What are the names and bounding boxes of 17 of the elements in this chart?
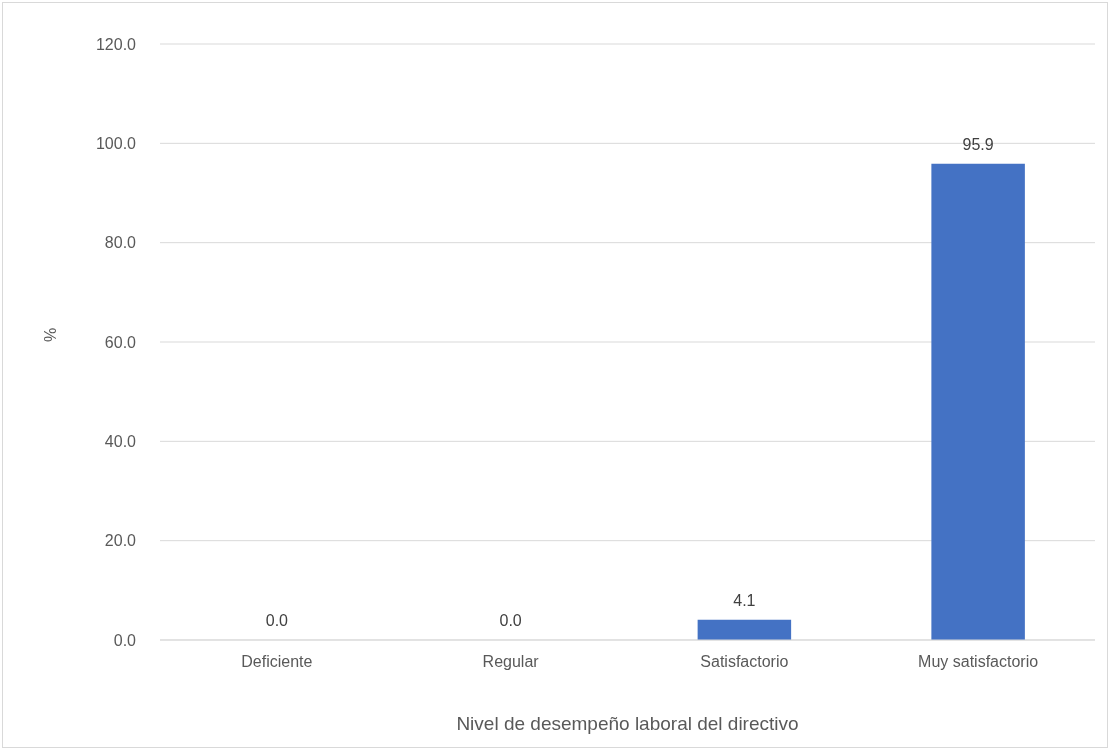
y-tick-label: 0.0 <box>113 631 137 649</box>
y-tick-label: 80.0 <box>104 234 137 252</box>
y-axis-title: % <box>41 327 59 342</box>
y-tick-label: 120.0 <box>95 35 137 53</box>
y-tick-label: 40.0 <box>104 433 137 451</box>
y-tick-label: 60.0 <box>104 333 137 351</box>
x-tick-label: Satisfactorio <box>700 653 789 671</box>
data-label: 0.0 <box>499 612 522 629</box>
data-label: 95.9 <box>962 135 994 153</box>
x-axis-title: Nivel de desempeño laboral del directivo <box>456 713 799 734</box>
x-tick-label: Regular <box>482 653 540 671</box>
x-tick-label: Deficiente <box>241 653 313 671</box>
x-tick-label: Muy satisfactorio <box>918 653 1039 671</box>
y-tick-label: 20.0 <box>104 532 137 550</box>
data-label: 0.0 <box>265 612 289 629</box>
y-tick-label: 100.0 <box>95 135 137 153</box>
data-label: 4.1 <box>733 591 756 609</box>
